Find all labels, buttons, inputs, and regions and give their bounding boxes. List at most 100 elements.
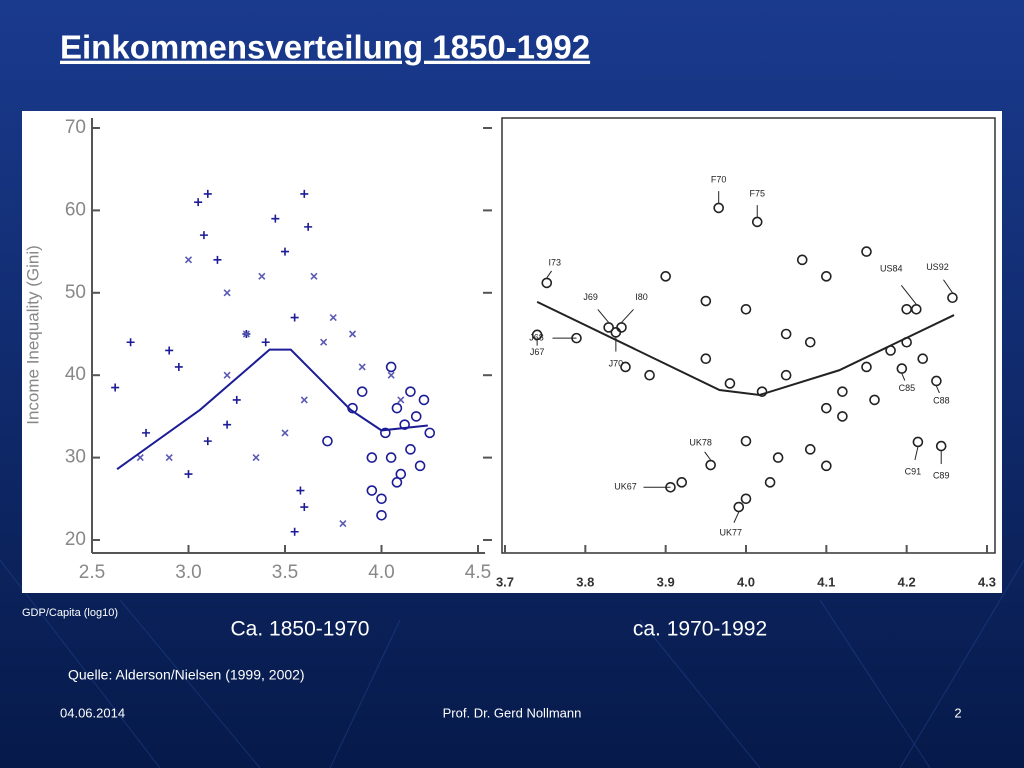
point <box>111 383 120 392</box>
point <box>242 330 250 338</box>
point <box>414 460 426 472</box>
x-tick-label: 3.7 <box>496 574 514 589</box>
point-label: C88 <box>933 395 950 405</box>
point <box>395 468 407 480</box>
point <box>756 386 768 397</box>
point <box>258 272 266 280</box>
slide-title: Einkommensverteilung 1850-1992 <box>60 29 590 66</box>
leader-line <box>733 511 740 523</box>
point <box>700 295 712 307</box>
caption: Ca. 1850-1970 <box>231 618 370 641</box>
point <box>912 436 924 448</box>
point <box>376 509 387 521</box>
point <box>531 329 543 341</box>
point <box>300 396 308 404</box>
point <box>223 289 231 297</box>
point <box>821 402 832 414</box>
point <box>733 501 745 513</box>
point <box>136 454 144 462</box>
y-tick-label: 60 <box>65 199 86 220</box>
point-label: C89 <box>933 470 950 480</box>
point <box>418 394 430 406</box>
point <box>385 361 397 373</box>
point <box>780 328 792 340</box>
point <box>620 361 631 373</box>
point <box>199 231 208 240</box>
y-tick-label: 30 <box>65 447 86 468</box>
leader-line <box>914 446 919 461</box>
axis-label: GDP/Capita (log10) <box>22 607 118 619</box>
point-label: J70 <box>609 359 624 369</box>
point <box>300 503 309 512</box>
page-number: 2 <box>954 705 961 720</box>
point <box>165 454 173 462</box>
point <box>391 402 403 414</box>
point-label: F75 <box>749 188 765 198</box>
leader-line <box>935 385 940 394</box>
footer-author: Prof. Dr. Gerd Nollmann <box>443 705 582 720</box>
point <box>861 246 872 257</box>
trend-line <box>116 348 428 470</box>
y-tick-label: 40 <box>65 364 86 385</box>
point <box>947 292 958 304</box>
point <box>358 363 366 371</box>
x-tick-label: 4.5 <box>465 562 491 583</box>
point <box>399 419 410 430</box>
point <box>917 353 929 365</box>
point-label: C85 <box>899 383 916 393</box>
trend-line <box>536 300 955 396</box>
point <box>213 255 222 264</box>
point <box>203 437 212 446</box>
y-tick-label: 20 <box>65 529 86 550</box>
point <box>821 460 832 472</box>
x-tick-label: 3.9 <box>657 574 675 589</box>
point <box>911 303 922 315</box>
chart-panel <box>22 111 497 593</box>
leader-line <box>901 373 906 381</box>
point <box>861 361 872 373</box>
point <box>320 338 328 346</box>
point <box>896 363 908 374</box>
point <box>223 420 232 429</box>
point <box>194 198 203 207</box>
decoration <box>0 559 1024 768</box>
point <box>174 362 183 371</box>
leader-line <box>621 309 634 323</box>
point-label: UK78 <box>689 437 712 447</box>
point <box>281 247 289 256</box>
source: Quelle: Alderson/Nielsen (1999, 2002) <box>68 667 305 683</box>
y-tick-label: 70 <box>65 117 86 138</box>
point <box>356 386 368 397</box>
point <box>424 427 436 439</box>
point <box>380 427 391 439</box>
point <box>740 303 752 315</box>
point <box>339 519 347 528</box>
point <box>184 256 193 264</box>
point-label: US84 <box>880 264 903 274</box>
point <box>281 429 289 437</box>
point <box>705 459 716 471</box>
x-tick-label: 4.0 <box>737 574 755 589</box>
point <box>348 330 357 338</box>
point <box>290 313 299 322</box>
point <box>764 477 776 488</box>
point <box>391 477 403 488</box>
point <box>261 338 270 347</box>
point <box>603 322 614 333</box>
x-tick-label: 3.5 <box>272 562 298 583</box>
point <box>376 493 387 505</box>
point-label: F70 <box>711 174 727 184</box>
x-tick-label: 4.3 <box>978 574 996 589</box>
point <box>142 428 151 437</box>
point <box>385 452 397 463</box>
x-tick-label: 4.2 <box>898 574 916 589</box>
point <box>935 440 947 452</box>
point <box>610 327 622 338</box>
point <box>405 444 416 455</box>
leader-line <box>900 284 917 305</box>
point <box>821 271 832 282</box>
point <box>724 378 736 389</box>
point <box>366 452 378 463</box>
point <box>296 486 305 495</box>
point <box>772 452 784 463</box>
